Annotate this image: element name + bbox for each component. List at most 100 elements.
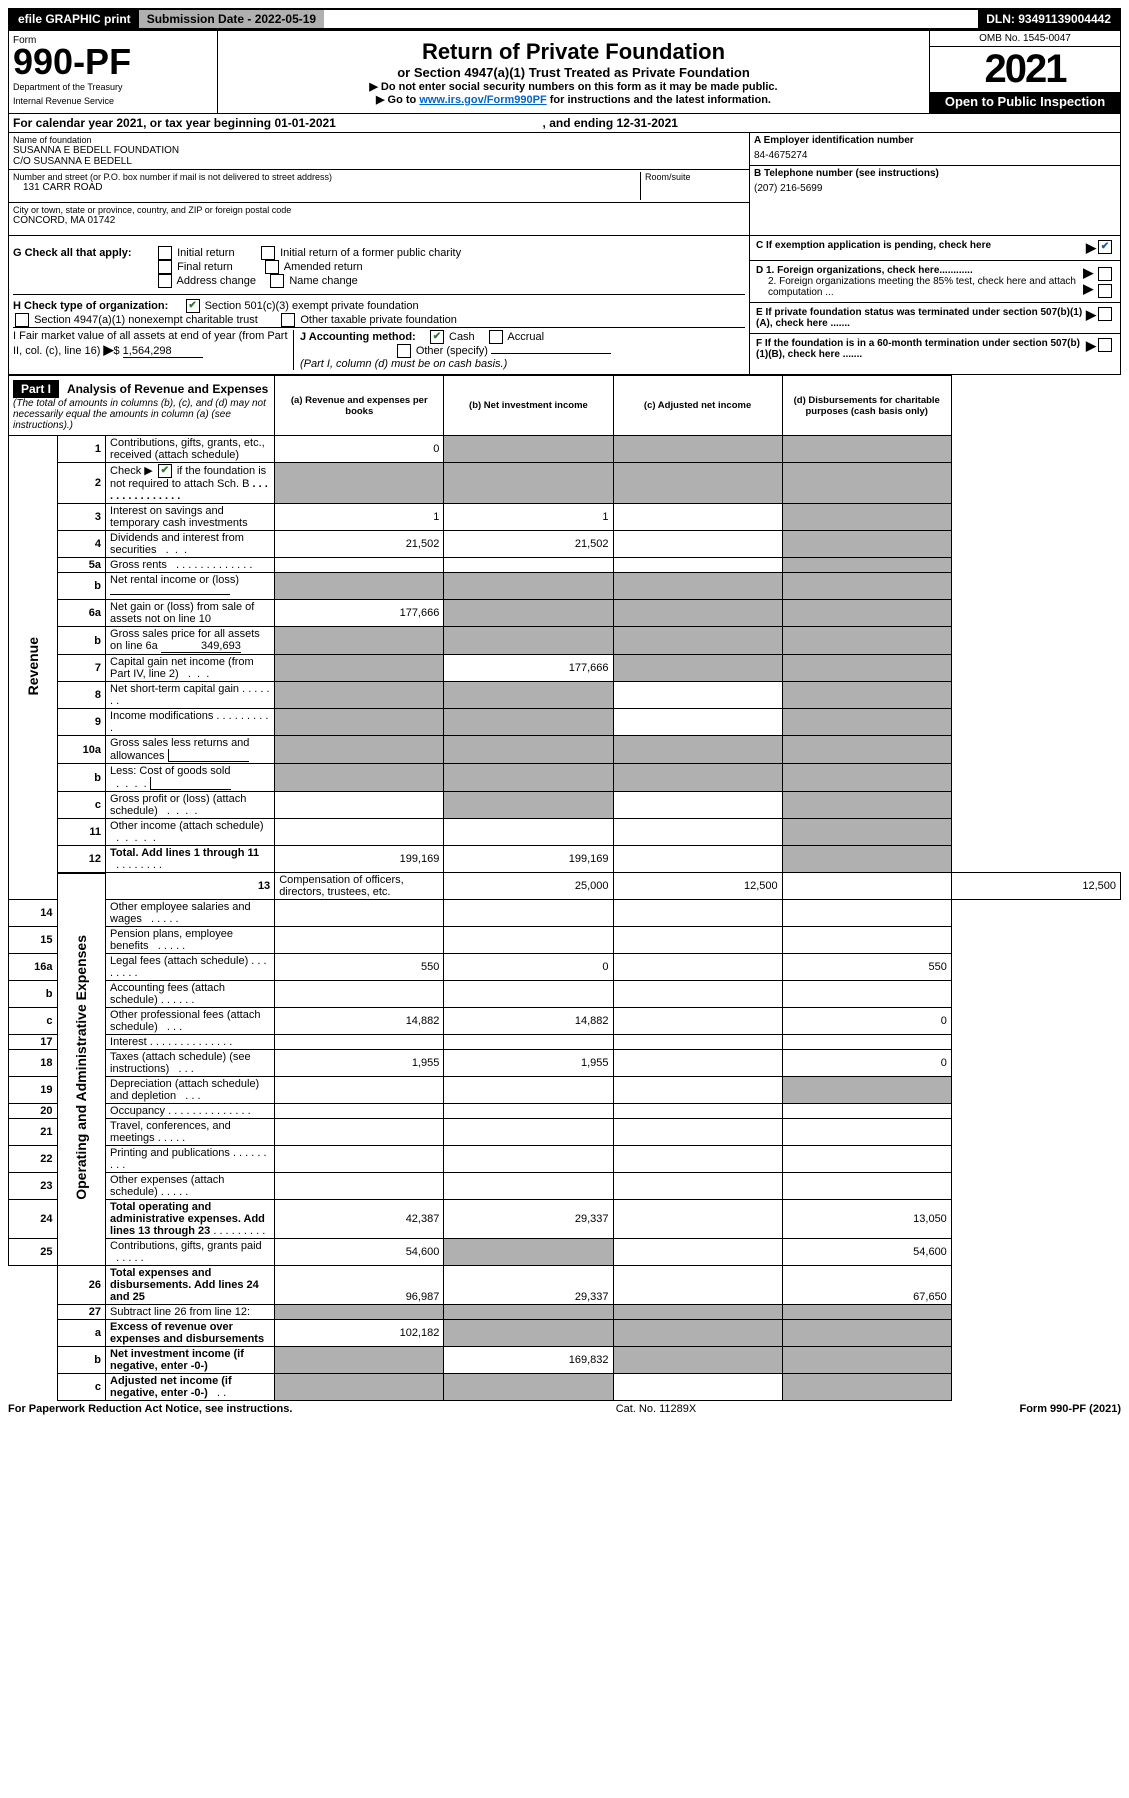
r27b-b: 169,832 bbox=[444, 1347, 613, 1374]
header-subtitle: or Section 4947(a)(1) Trust Treated as P… bbox=[226, 65, 921, 80]
r12-b: 199,169 bbox=[444, 846, 613, 873]
checkbox-c-pending[interactable] bbox=[1098, 240, 1112, 254]
irs-label: Internal Revenue Service bbox=[13, 96, 213, 106]
instr2-post: for instructions and the latest informat… bbox=[550, 94, 771, 106]
r27b-num: b bbox=[57, 1347, 106, 1374]
footer-center: Cat. No. 11289X bbox=[616, 1403, 697, 1415]
header-instr-2: ▶ Go to www.irs.gov/Form990PF for instru… bbox=[226, 93, 921, 106]
checkbox-e[interactable] bbox=[1098, 307, 1112, 321]
r27b-desc: Net investment income (if negative, ente… bbox=[110, 1348, 244, 1372]
checkbox-name-change[interactable] bbox=[270, 274, 284, 288]
checkbox-cash[interactable] bbox=[430, 330, 444, 344]
dept-treasury: Department of the Treasury bbox=[13, 82, 213, 92]
footer-right: Form 990-PF (2021) bbox=[1019, 1403, 1121, 1415]
checkbox-other-method[interactable] bbox=[397, 344, 411, 358]
col-b-header: (b) Net investment income bbox=[444, 376, 613, 436]
r2-pre: Check ▶ bbox=[110, 465, 156, 477]
r4-b: 21,502 bbox=[444, 531, 613, 558]
r25-a: 54,600 bbox=[275, 1239, 444, 1266]
row-h: H Check type of organization: Section 50… bbox=[13, 294, 745, 327]
r1-desc: Contributions, gifts, grants, etc., rece… bbox=[106, 436, 275, 463]
r13-d: 12,500 bbox=[951, 873, 1120, 900]
j-label: J Accounting method: bbox=[300, 331, 416, 343]
j-other: Other (specify) bbox=[416, 345, 488, 357]
side-revenue: Revenue bbox=[25, 637, 41, 695]
room-label: Room/suite bbox=[645, 172, 745, 182]
r26-d: 67,650 bbox=[782, 1266, 951, 1305]
checkbox-final-return[interactable] bbox=[158, 260, 172, 274]
checkbox-accrual[interactable] bbox=[489, 330, 503, 344]
r12-num: 12 bbox=[57, 846, 106, 873]
g-amended: Amended return bbox=[284, 261, 363, 273]
r27a-desc: Excess of revenue over expenses and disb… bbox=[110, 1321, 264, 1345]
r14-num: 14 bbox=[9, 900, 58, 927]
d2-label: 2. Foreign organizations meeting the 85%… bbox=[756, 276, 1083, 298]
r3-a: 1 bbox=[275, 504, 444, 531]
dln: DLN: 93491139004442 bbox=[978, 10, 1119, 28]
efile-graphic-print[interactable]: efile GRAPHIC print bbox=[10, 10, 139, 28]
header-title: Return of Private Foundation bbox=[226, 39, 921, 65]
r26-b: 29,337 bbox=[444, 1266, 613, 1305]
r14-desc: Other employee salaries and wages bbox=[110, 901, 251, 925]
r4-desc: Dividends and interest from securities bbox=[110, 532, 244, 556]
instr2-pre: ▶ Go to bbox=[376, 94, 419, 106]
r27-num: 27 bbox=[57, 1305, 106, 1320]
r6a-num: 6a bbox=[57, 600, 106, 627]
r19-desc: Depreciation (attach schedule) and deple… bbox=[110, 1078, 259, 1102]
r17-desc: Interest bbox=[110, 1036, 147, 1048]
checkbox-amended[interactable] bbox=[265, 260, 279, 274]
footer-left: For Paperwork Reduction Act Notice, see … bbox=[8, 1403, 292, 1415]
r13-b: 12,500 bbox=[613, 873, 782, 900]
entity-info: Name of foundation SUSANNA E BEDELL FOUN… bbox=[8, 133, 1121, 236]
page-footer: For Paperwork Reduction Act Notice, see … bbox=[8, 1403, 1121, 1415]
r12-desc: Total. Add lines 1 through 11 bbox=[110, 847, 259, 859]
r5a-desc: Gross rents bbox=[110, 559, 167, 571]
r16a-num: 16a bbox=[9, 954, 58, 981]
checkbox-d1[interactable] bbox=[1098, 267, 1112, 281]
phone-value: (207) 216-5699 bbox=[754, 179, 1116, 194]
r8-desc: Net short-term capital gain bbox=[110, 683, 239, 695]
j-cash: Cash bbox=[449, 331, 475, 343]
r26-num: 26 bbox=[57, 1266, 106, 1305]
r16a-d: 550 bbox=[782, 954, 951, 981]
checkbox-initial-former[interactable] bbox=[261, 246, 275, 260]
r21-num: 21 bbox=[9, 1119, 58, 1146]
r15-desc: Pension plans, employee benefits bbox=[110, 928, 233, 952]
checkbox-501c3[interactable] bbox=[186, 299, 200, 313]
r16c-num: c bbox=[9, 1008, 58, 1035]
r10c-num: c bbox=[57, 792, 106, 819]
checkbox-initial-return[interactable] bbox=[158, 246, 172, 260]
name-label: Name of foundation bbox=[13, 135, 745, 145]
checkbox-4947[interactable] bbox=[15, 313, 29, 327]
r16b-num: b bbox=[9, 981, 58, 1008]
foundation-name-1: SUSANNA E BEDELL FOUNDATION bbox=[13, 145, 745, 156]
r13-num: 13 bbox=[106, 873, 275, 900]
r26-a: 96,987 bbox=[275, 1266, 444, 1305]
r7-desc: Capital gain net income (from Part IV, l… bbox=[110, 656, 254, 680]
r1-num: 1 bbox=[57, 436, 106, 463]
r23-desc: Other expenses (attach schedule) bbox=[110, 1174, 224, 1198]
checkbox-other-taxable[interactable] bbox=[281, 313, 295, 327]
open-to-public: Open to Public Inspection bbox=[930, 92, 1120, 113]
street-address: 131 CARR ROAD bbox=[13, 182, 640, 193]
checkbox-f[interactable] bbox=[1098, 338, 1112, 352]
i-value: 1,564,298 bbox=[123, 345, 203, 358]
header-left: Form 990-PF Department of the Treasury I… bbox=[9, 31, 218, 113]
r11-num: 11 bbox=[57, 819, 106, 846]
form990pf-link[interactable]: www.irs.gov/Form990PF bbox=[419, 94, 546, 106]
form-number: 990-PF bbox=[13, 46, 213, 78]
r6b-num: b bbox=[57, 627, 106, 655]
checkbox-d2[interactable] bbox=[1098, 284, 1112, 298]
h-501c3: Section 501(c)(3) exempt private foundat… bbox=[205, 300, 419, 312]
r12-a: 199,169 bbox=[275, 846, 444, 873]
r24-a: 42,387 bbox=[275, 1200, 444, 1239]
f-label: F If the foundation is in a 60-month ter… bbox=[756, 338, 1080, 360]
r24-d: 13,050 bbox=[782, 1200, 951, 1239]
r15-num: 15 bbox=[9, 927, 58, 954]
r16c-d: 0 bbox=[782, 1008, 951, 1035]
city-label: City or town, state or province, country… bbox=[13, 205, 745, 215]
checkbox-sch-b[interactable] bbox=[158, 464, 172, 478]
checkbox-address-change[interactable] bbox=[158, 274, 172, 288]
r2-num: 2 bbox=[57, 463, 106, 504]
r21-desc: Travel, conferences, and meetings bbox=[110, 1120, 231, 1144]
